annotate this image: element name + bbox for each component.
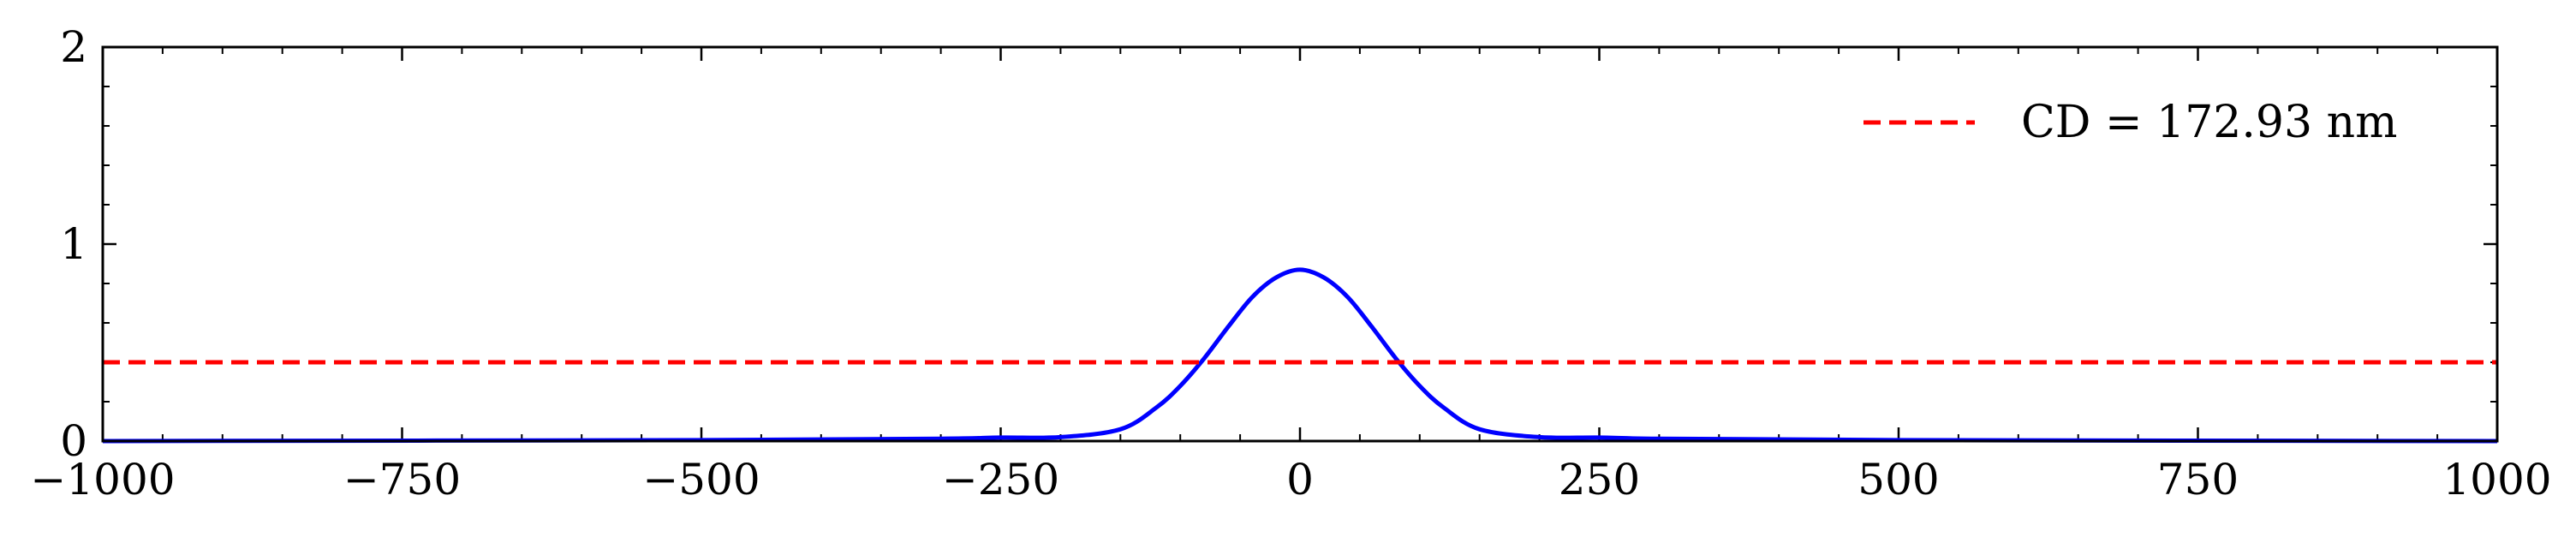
- tick-labels: −1000 −750 −500 −250 0 250 500 750 1000 0 1 2: [30, 22, 2551, 504]
- y-tick-label: 0: [60, 416, 87, 466]
- x-tick-label: 750: [2157, 455, 2239, 504]
- x-tick-label: −1000: [30, 455, 175, 504]
- y-tick-label: 1: [60, 219, 87, 269]
- x-tick-label: 0: [1286, 455, 1314, 504]
- x-tick-label: 500: [1857, 455, 1939, 504]
- x-tick-label: −750: [343, 455, 461, 504]
- x-tick-label: −500: [642, 455, 760, 504]
- plot-frame: [101, 45, 2499, 443]
- legend: CD = 172.93 nm: [1863, 97, 2397, 148]
- x-tick-label: 250: [1559, 455, 1640, 504]
- plot-background: [103, 47, 2497, 441]
- intensity-profile-line: [102, 267, 2498, 444]
- series-layer: [102, 267, 2498, 444]
- legend-label: CD = 172.93 nm: [2021, 97, 2397, 148]
- x-tick-label: 1000: [2442, 455, 2551, 504]
- y-tick-label: 2: [60, 22, 87, 72]
- x-tick-label: −250: [942, 455, 1059, 504]
